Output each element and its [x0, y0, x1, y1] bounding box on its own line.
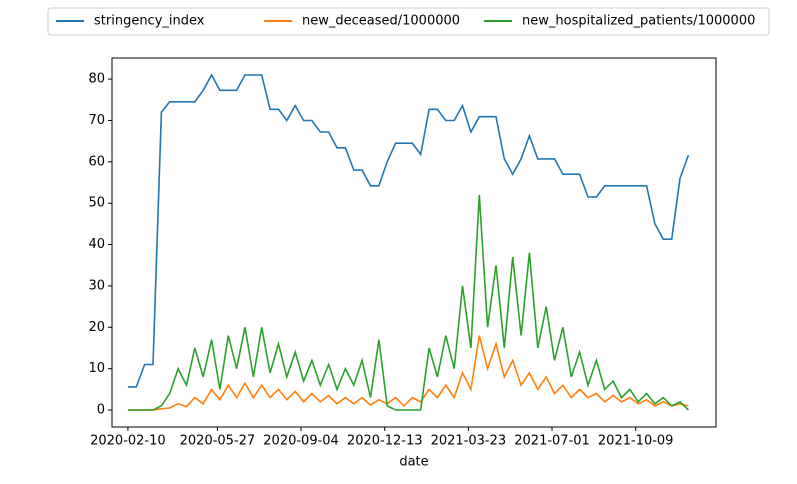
series-line: [127, 194, 689, 411]
y-tick-label: 80: [88, 72, 105, 87]
x-axis-label: date: [399, 455, 428, 470]
y-tick-label: 60: [88, 154, 105, 169]
x-tick-label: 2020-05-27: [180, 434, 256, 449]
series-line: [127, 335, 689, 411]
legend-label: new_hospitalized_patients/1000000: [522, 14, 755, 29]
x-tick-label: 2021-07-01: [514, 434, 590, 449]
x-tick-label: 2021-10-09: [598, 434, 674, 449]
y-tick-label: 0: [97, 403, 105, 418]
legend-label: new_deceased/1000000: [302, 14, 460, 29]
x-tick-label: 2020-12-13: [347, 434, 423, 449]
y-tick-label: 70: [88, 113, 105, 128]
y-tick-label: 20: [88, 320, 105, 335]
y-tick-label: 10: [88, 361, 105, 376]
x-tick-label: 2020-02-10: [90, 434, 166, 449]
series-line: [127, 73, 690, 388]
y-tick-label: 40: [88, 237, 105, 252]
x-tick-label: 2021-03-23: [431, 434, 507, 449]
y-tick-label: 50: [88, 196, 105, 211]
x-tick-label: 2020-09-04: [263, 434, 339, 449]
plot-frame: [111, 57, 717, 428]
legend-label: stringency_index: [94, 14, 205, 29]
legend-box: [47, 7, 770, 36]
y-tick-label: 30: [88, 278, 105, 293]
